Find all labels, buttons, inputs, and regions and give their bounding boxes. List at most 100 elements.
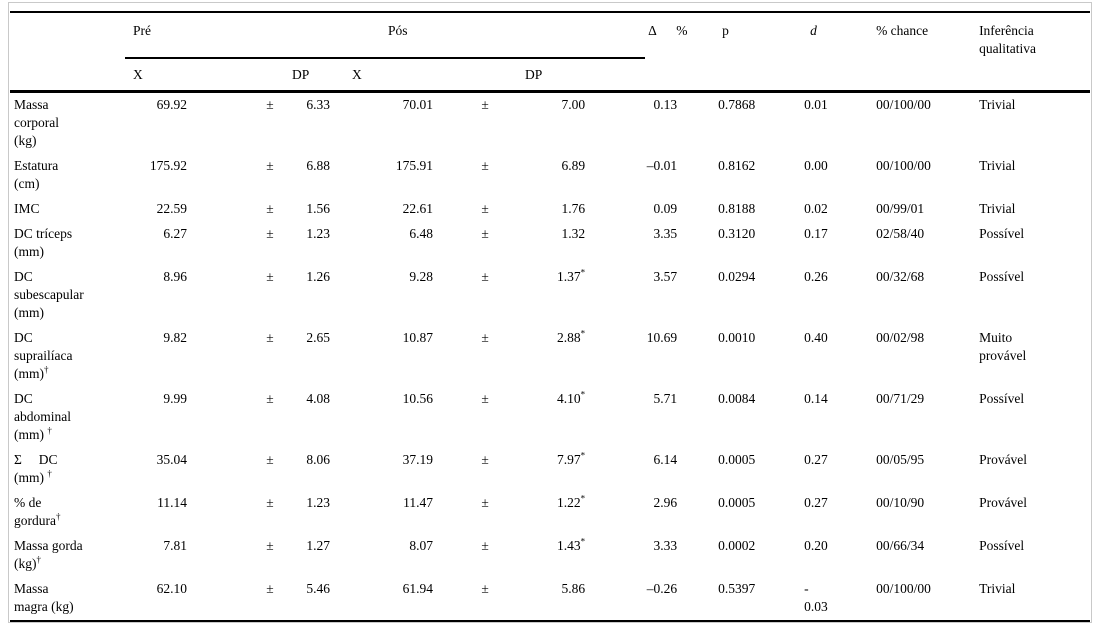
pos-plusminus: ±	[481, 452, 489, 467]
row-label: Massa magra (kg)	[14, 581, 74, 614]
table-header: Pré Pós Δ % p d % chance Inferência qual…	[10, 12, 1090, 92]
p-value: 0.0294	[718, 269, 756, 284]
pre-plusminus: ±	[266, 330, 274, 345]
p-value: 0.8162	[718, 158, 756, 173]
pre-sd: 5.46	[306, 581, 331, 596]
pos-plusminus: ±	[481, 495, 489, 510]
row-label: Massa gorda (kg)	[14, 538, 83, 571]
pre-sd: 1.23	[306, 226, 331, 241]
table-row: Massa corporal (kg) 69.92 ± 6.33 70.01 ±…	[10, 90, 1090, 154]
row-label-dagger: †	[44, 364, 49, 375]
header-empty-corner	[10, 12, 125, 92]
table-body: Massa corporal (kg) 69.92 ± 6.33 70.01 ±…	[10, 90, 1090, 622]
pos-sd-cell: 1.32	[525, 222, 645, 265]
qualitative-inference: Muito provável	[979, 330, 1027, 363]
pre-mean: 35.04	[156, 452, 187, 467]
row-label-cell: Σ DC (mm) †	[10, 448, 125, 491]
percent-chance: 00/100/00	[876, 581, 931, 596]
pos-sd-cell: 1.43*	[525, 534, 645, 577]
table-row: IMC 22.59 ± 1.56 22.61 ± 1.76 0.09 0.818…	[10, 197, 1090, 222]
pre-mean: 69.92	[125, 90, 252, 154]
row-label-cell: DC subescapular (mm)	[10, 265, 125, 326]
header-row-sub: X DP X DP	[10, 58, 1090, 92]
percent-chance: 00/71/29	[876, 391, 925, 406]
header-pre-mean: X	[133, 67, 143, 82]
pre-plusminus: ±	[266, 269, 274, 284]
percent-chance: 00/02/98	[876, 330, 925, 345]
effect-size-d: 0.02	[804, 201, 828, 216]
effect-size-d: 0.01	[800, 90, 873, 154]
qualitative-inference: Possível	[979, 391, 1025, 406]
header-delta-percent: Δ %	[648, 23, 688, 38]
header-pos-mean: X	[352, 67, 362, 82]
pre-plusminus: ±	[266, 201, 274, 216]
table-row: % de gordura† 11.14 ± 1.23 11.47 ± 1.22*…	[10, 491, 1090, 534]
percent-chance: 00/100/00	[876, 158, 931, 173]
pos-sd-asterisk: *	[580, 267, 586, 278]
qualitative-inference: Possível	[979, 226, 1025, 241]
pos-sd-cell: 7.00	[525, 90, 646, 154]
header-pos-pm-spacer	[445, 58, 525, 92]
pos-mean: 37.19	[402, 452, 434, 467]
pos-sd-cell: 7.97*	[525, 448, 645, 491]
results-table: Pré Pós Δ % p d % chance Inferência qual…	[10, 11, 1090, 622]
pre-plusminus: ±	[252, 90, 288, 154]
pos-sd: 4.10	[556, 391, 581, 406]
row-label: Massa corporal (kg)	[14, 97, 59, 148]
row-label-cell: Massa corporal (kg)	[10, 90, 125, 154]
pre-plusminus: ±	[266, 452, 274, 467]
effect-size-d: - 0.03	[804, 581, 828, 614]
pos-plusminus: ±	[481, 158, 489, 173]
pos-sd: 7.00	[561, 97, 586, 112]
p-value: 0.0005	[718, 495, 756, 510]
header-pre-pm-spacer	[252, 58, 288, 92]
qualitative-inference: Possível	[979, 538, 1025, 553]
effect-size-d: 0.26	[804, 269, 828, 284]
pos-mean: 11.47	[403, 495, 434, 510]
table-row: DC suprailíaca (mm)† 9.82 ± 2.65 10.87 ±…	[10, 326, 1090, 387]
table-row: DC subescapular (mm) 8.96 ± 1.26 9.28 ± …	[10, 265, 1090, 326]
pos-sd-asterisk: *	[580, 493, 586, 504]
pos-sd-cell: 6.89	[525, 154, 645, 197]
row-label-cell: DC abdominal (mm) †	[10, 387, 125, 448]
header-effect-size-d: d	[810, 23, 817, 38]
table-row: DC tríceps (mm) 6.27 ± 1.23 6.48 ± 1.32 …	[10, 222, 1090, 265]
pre-sd: 2.65	[306, 330, 331, 345]
table-row: DC abdominal (mm) † 9.99 ± 4.08 10.56 ± …	[10, 387, 1090, 448]
pre-sd: 8.06	[306, 452, 331, 467]
pos-plusminus: ±	[481, 391, 489, 406]
effect-size-d: 0.14	[804, 391, 828, 406]
pre-mean: 7.81	[163, 538, 187, 553]
delta-percent: 3.33	[653, 538, 678, 553]
pre-sd: 1.56	[306, 201, 331, 216]
pos-sd: 1.22	[556, 495, 581, 510]
row-label: IMC	[14, 201, 40, 216]
header-pos-sd: DP	[525, 67, 543, 82]
pos-mean: 175.91	[395, 158, 434, 173]
pre-sd: 1.26	[306, 269, 331, 284]
pos-sd: 1.32	[561, 226, 586, 241]
header-row-groups: Pré Pós Δ % p d % chance Inferência qual…	[10, 12, 1090, 59]
pre-mean: 22.59	[156, 201, 187, 216]
percent-chance: 00/05/95	[876, 452, 925, 467]
pos-mean: 8.07	[409, 538, 434, 553]
percent-chance: 00/10/90	[876, 495, 925, 510]
row-label-dagger: †	[55, 511, 61, 522]
p-value: 0.3120	[718, 226, 756, 241]
pos-plusminus: ±	[481, 226, 489, 241]
pre-sd: 1.23	[306, 495, 331, 510]
pre-plusminus: ±	[266, 538, 274, 553]
qualitative-inference: Trivial	[979, 581, 1016, 596]
pos-sd-asterisk: *	[580, 536, 586, 547]
row-label-cell: DC tríceps (mm)	[10, 222, 125, 265]
header-pre-sd: DP	[292, 67, 310, 82]
percent-chance: 00/100/00	[872, 90, 976, 154]
delta-percent: 3.35	[653, 226, 678, 241]
p-value: 0.7868	[690, 90, 801, 154]
percent-chance: 00/99/01	[876, 201, 925, 216]
pos-plusminus: ±	[481, 201, 489, 216]
p-value: 0.0005	[718, 452, 756, 467]
pos-mean: 70.01	[345, 90, 446, 154]
effect-size-d: 0.40	[804, 330, 828, 345]
percent-chance: 00/32/68	[876, 269, 925, 284]
